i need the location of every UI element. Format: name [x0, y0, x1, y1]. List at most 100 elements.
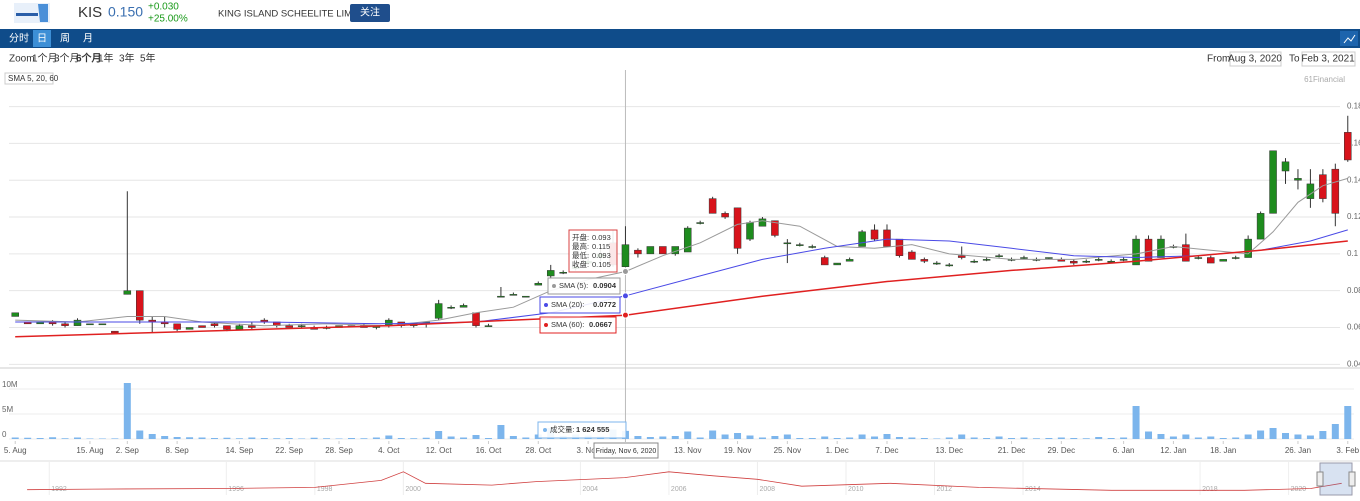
to-input[interactable]: [1301, 51, 1356, 67]
candle-body: [721, 213, 729, 218]
volume-bar: [161, 436, 169, 439]
plot: 0.04 0.06 0.08 0.1 0.12 0.14 0.16 0.18 0 5M 10M 5. …: [2, 70, 1360, 496]
x-tick-label: 13. Nov: [674, 446, 702, 455]
x-tick-label: 25. Nov: [774, 446, 802, 455]
candle-body: [920, 259, 929, 262]
nav-tab[interactable]: 周: [60, 33, 70, 45]
volume-bar: [123, 383, 131, 439]
candle-body: [1107, 260, 1115, 263]
follow-text[interactable]: 关注: [360, 6, 380, 19]
volume-bar: [298, 438, 306, 439]
sma-marker: [621, 311, 629, 319]
volume-bar: [24, 437, 32, 439]
from-date[interactable]: Aug 3, 2020: [1228, 54, 1282, 65]
navigator-label: 2004: [582, 486, 598, 493]
volume-bar: [1244, 434, 1252, 439]
candle-body: [559, 272, 567, 274]
credit: 61Financial: [1304, 75, 1345, 84]
volume-bar: [721, 434, 729, 439]
volume-bar: [1232, 437, 1240, 439]
navigator-handle[interactable]: [1316, 471, 1324, 487]
volume-bar: [895, 437, 903, 439]
candle-body: [621, 244, 630, 267]
x-tick-label: 19. Nov: [724, 446, 752, 455]
candle-body: [696, 222, 704, 224]
candle-body: [758, 218, 767, 227]
x-tick-label: 28. Sep: [325, 446, 353, 455]
tooltip-date-box: [593, 442, 659, 459]
candle-body: [1219, 259, 1227, 262]
candle-body: [136, 290, 144, 321]
volume-bar: [1194, 437, 1202, 439]
ticker: KIS: [78, 4, 102, 21]
volume-bar: [447, 436, 455, 439]
volume-bar: [73, 437, 81, 439]
change-pct: +25.00%: [148, 14, 188, 25]
volume-bar: [696, 437, 704, 439]
y-tick-label: 0.04: [1347, 359, 1360, 368]
navigator-handle[interactable]: [1348, 471, 1356, 487]
volume-bar: [1344, 406, 1352, 439]
volume-bar: [36, 438, 44, 439]
nav-tab[interactable]: 月: [83, 33, 93, 45]
volume-bar: [385, 435, 393, 439]
tooltip-ohlc-box: [568, 229, 618, 273]
nav-tab-active: [33, 30, 51, 47]
candle-body: [808, 246, 817, 248]
volume-bar: [1306, 435, 1314, 439]
price: 0.150: [108, 4, 143, 20]
tooltip-label: 收盘:: [572, 259, 589, 269]
y-tick-label: 0.18: [1347, 102, 1360, 111]
volume-bar: [1045, 438, 1053, 439]
candle-body: [472, 312, 480, 326]
volume-bar: [1057, 437, 1065, 439]
candle-body: [285, 325, 293, 328]
volume-bar: [1120, 437, 1128, 439]
volume-tick-label: 5M: [2, 405, 13, 414]
sma-marker: [621, 268, 629, 276]
nav-tab[interactable]: 分时: [9, 33, 29, 45]
volume-bar: [49, 437, 57, 439]
candle-body: [1256, 213, 1265, 240]
volume-bar: [1082, 438, 1090, 439]
volume-bar: [509, 436, 517, 439]
candle-body: [185, 327, 194, 330]
to-date[interactable]: Feb 3, 2021: [1301, 54, 1355, 65]
volume-bar: [1107, 438, 1115, 439]
volume-bar: [198, 437, 206, 439]
candle-body: [845, 259, 854, 262]
zoom-option[interactable]: 6个月: [76, 52, 102, 65]
volume-bar: [709, 430, 717, 439]
x-tick-label: 16. Oct: [476, 446, 503, 455]
volume-bar: [858, 434, 866, 439]
zoom-option[interactable]: 1年: [98, 52, 114, 65]
candle-body: [198, 325, 206, 328]
sma-line: [15, 240, 1348, 338]
volume-bar: [360, 438, 368, 439]
zoom-option[interactable]: 1个月: [32, 53, 58, 65]
nav-tab[interactable]: 日: [37, 34, 47, 45]
tooltip-label: SMA (5):: [559, 281, 588, 290]
zoom-option[interactable]: 3年: [119, 52, 135, 65]
candle-body: [1020, 257, 1028, 259]
volume-bar: [846, 437, 854, 439]
candle-body: [945, 264, 954, 267]
volume-bar: [335, 438, 343, 439]
volume-bar: [783, 434, 791, 439]
zoom-option[interactable]: 3个月: [54, 53, 80, 65]
navigator-label: 2000: [405, 486, 421, 493]
candle-body: [895, 238, 904, 256]
candle-body: [1244, 238, 1252, 258]
follow-button[interactable]: [350, 4, 390, 22]
tooltip-value: 0.0904: [593, 281, 617, 290]
logo: [14, 3, 50, 23]
navigator-window[interactable]: [1319, 462, 1353, 496]
chart-icon[interactable]: [1343, 34, 1356, 44]
navigator-label: 2018: [1202, 486, 1218, 493]
volume-bar: [808, 438, 816, 439]
zoom-option[interactable]: 5年: [140, 52, 156, 65]
volume-bar: [372, 437, 380, 439]
tooltip-value: 0.0772: [593, 300, 616, 309]
volume-bar: [61, 438, 69, 439]
from-input[interactable]: [1229, 51, 1282, 67]
